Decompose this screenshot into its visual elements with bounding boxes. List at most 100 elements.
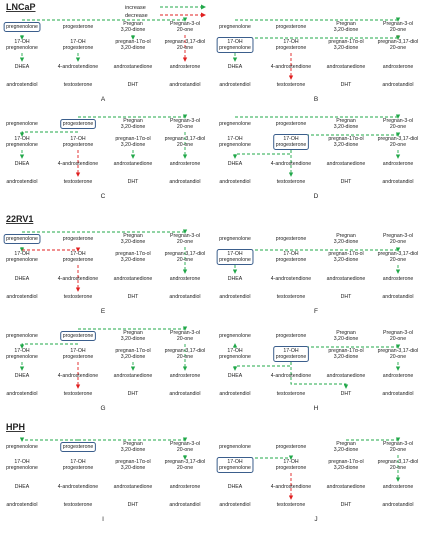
pathway-arrow bbox=[22, 229, 188, 234]
metabolite-label: DHEA bbox=[228, 161, 243, 167]
pathway-arrow bbox=[235, 455, 294, 460]
metabolite-label: DHT bbox=[128, 179, 139, 185]
metabolite-label: pregnenolone bbox=[6, 354, 38, 360]
metabolite-label: androstendiol bbox=[219, 82, 250, 88]
metabolite-label: DHT bbox=[128, 502, 139, 508]
metabolite-label: progesterone bbox=[276, 236, 307, 242]
metabolite-label: androstandiol bbox=[169, 391, 200, 397]
metabolite-label: androstanedione bbox=[114, 373, 153, 379]
metabolite-label: 3,20-dione bbox=[121, 239, 146, 245]
metabolite-label: androstandiol bbox=[382, 391, 413, 397]
metabolite-label: 20-one bbox=[390, 45, 406, 51]
pathway-arrow bbox=[78, 326, 188, 331]
pathway-arrow bbox=[78, 437, 188, 442]
metabolite-label: 20-one bbox=[390, 257, 406, 263]
metabolite-label: androstanedione bbox=[114, 161, 153, 167]
metabolite-label: testosterone bbox=[64, 294, 93, 300]
highlight-box bbox=[3, 22, 41, 32]
metabolite-label: 3,20-dione bbox=[121, 447, 146, 453]
highlight-box bbox=[60, 442, 96, 452]
metabolite-label: androsterone bbox=[170, 64, 201, 70]
legend-decrease: decrease bbox=[125, 13, 148, 19]
metabolite-label: Pregnan bbox=[336, 21, 356, 27]
metabolite-label: 4-androstendione bbox=[271, 276, 311, 282]
metabolite-label: pregnenolone bbox=[6, 236, 38, 242]
metabolite-label: 17-OH bbox=[70, 348, 86, 354]
metabolite-label: progesterone bbox=[276, 121, 307, 127]
metabolite-label: progesterone bbox=[63, 444, 94, 450]
panel-letter: J bbox=[314, 516, 317, 523]
section-title: 22RV1 bbox=[6, 214, 33, 224]
metabolite-label: testosterone bbox=[64, 82, 93, 88]
metabolite-label: 20-one bbox=[177, 142, 193, 148]
panel: pregnenolone progesterone Pregnan 3,20-dion… bbox=[216, 17, 418, 103]
metabolite-label: pregnenolone bbox=[219, 333, 251, 339]
metabolite-label: progesterone bbox=[276, 24, 307, 30]
metabolite-label: 17-OH bbox=[283, 39, 299, 45]
metabolite-label: androstandiol bbox=[169, 82, 200, 88]
metabolite-label: 4-androstendione bbox=[58, 484, 98, 490]
metabolite-label: androstendiol bbox=[6, 391, 37, 397]
metabolite-label: progesterone bbox=[63, 257, 94, 263]
metabolite-label: Pregnan-3-ol bbox=[383, 118, 413, 124]
metabolite-label: 3,20-dione bbox=[334, 354, 359, 360]
metabolite-label: pregnan-17α-ol bbox=[328, 39, 363, 45]
metabolite-label: androstanedione bbox=[114, 276, 153, 282]
metabolite-label: androstandiol bbox=[382, 502, 413, 508]
metabolite-label: pregnenolone bbox=[219, 444, 251, 450]
metabolite-label: androstendiol bbox=[6, 179, 37, 185]
metabolite-label: 3,20-dione bbox=[334, 45, 359, 51]
metabolite-label: 3,20-dione bbox=[121, 465, 146, 471]
pathway-arrow bbox=[235, 17, 401, 22]
metabolite-label: progesterone bbox=[63, 333, 94, 339]
metabolite-label: pregnenolone bbox=[219, 24, 251, 30]
panel-letter: I bbox=[102, 516, 104, 523]
metabolite-label: DHT bbox=[128, 391, 139, 397]
metabolite-label: androsterone bbox=[383, 161, 414, 167]
metabolite-label: testosterone bbox=[277, 502, 306, 508]
metabolite-label: 3,20-dione bbox=[121, 27, 146, 33]
metabolite-label: 17-OH bbox=[227, 348, 243, 354]
metabolite-label: pregnan-3,17-diol bbox=[165, 348, 206, 354]
metabolite-label: DHEA bbox=[15, 276, 30, 282]
panel: pregnenolone progesterone Pregnan3,20-dion… bbox=[3, 17, 206, 103]
metabolite-label: progesterone bbox=[63, 45, 94, 51]
metabolite-label: androstandiol bbox=[382, 294, 413, 300]
metabolite-label: 17-OH bbox=[70, 39, 86, 45]
panel: pregnenolone progesterone Pregnan3,20-dion… bbox=[216, 437, 419, 523]
metabolite-label: 20-one bbox=[177, 124, 193, 130]
metabolite-label: androstanedione bbox=[327, 373, 366, 379]
highlight-box bbox=[273, 346, 309, 362]
metabolite-label: progesterone bbox=[276, 354, 307, 360]
pathway-arrow bbox=[78, 114, 188, 119]
metabolite-label: DHEA bbox=[228, 484, 243, 490]
metabolite-label: 4-androstendione bbox=[58, 64, 98, 70]
panel-letter: F bbox=[314, 308, 318, 315]
metabolite-label: pregnan-3,17-diol bbox=[378, 459, 419, 465]
metabolite-label: Pregnan-3-ol bbox=[383, 441, 413, 447]
metabolite-label: progesterone bbox=[63, 121, 94, 127]
metabolite-label: pregnenolone bbox=[219, 142, 251, 148]
metabolite-label: 20-one bbox=[177, 239, 193, 245]
metabolite-label: pregnan-3,17-diol bbox=[165, 39, 206, 45]
metabolite-label: 20-one bbox=[390, 465, 406, 471]
metabolite-label: 3,20-dione bbox=[334, 239, 359, 245]
metabolite-label: progesterone bbox=[276, 142, 307, 148]
metabolite-label: pregnenolone bbox=[6, 24, 38, 30]
metabolite-label: pregnenolone bbox=[219, 257, 251, 263]
metabolite-label: pregnenolone bbox=[219, 236, 251, 242]
metabolite-label: pregnenolone bbox=[219, 354, 251, 360]
pathway-arrow bbox=[19, 131, 78, 137]
metabolite-label: 17-OH bbox=[283, 348, 299, 354]
panel-letter: G bbox=[100, 405, 105, 412]
metabolite-label: 20-one bbox=[177, 45, 193, 51]
metabolite-label: Pregnan bbox=[123, 21, 143, 27]
metabolite-label: 4-androstendione bbox=[58, 161, 98, 167]
metabolite-label: testosterone bbox=[277, 294, 306, 300]
metabolite-label: androstendiol bbox=[6, 294, 37, 300]
metabolite-label: 17-OH bbox=[14, 136, 30, 142]
metabolite-label: pregnenolone bbox=[6, 465, 38, 471]
section-title: LNCaP bbox=[6, 2, 36, 12]
legend-increase: increase bbox=[125, 5, 146, 11]
